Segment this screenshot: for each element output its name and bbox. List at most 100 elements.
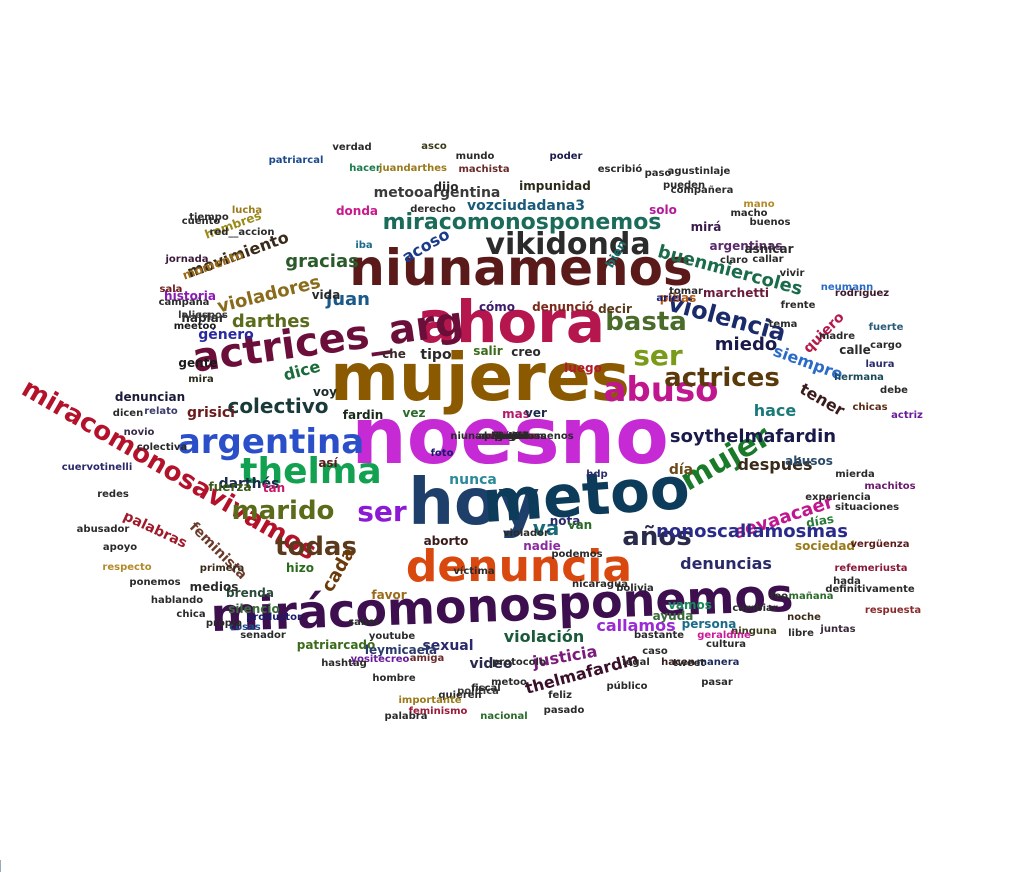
cloud-word: frente [780, 300, 816, 311]
cloud-word: ser [357, 495, 407, 528]
cloud-word: hacer [349, 163, 381, 174]
cloud-word: paso [644, 168, 672, 179]
cloud-word: buenos [749, 217, 791, 228]
cloud-word: ver [525, 406, 547, 420]
cloud-word: fiscalía [492, 431, 532, 442]
cloud-word: propia [205, 618, 243, 629]
cloud-word: machista [458, 164, 510, 175]
cloud-word: che [382, 347, 406, 361]
cloud-word: día [668, 462, 694, 478]
cloud-word: creo [511, 345, 541, 359]
cloud-word: callar [752, 254, 784, 265]
cloud-word: respecto [102, 562, 152, 573]
cloud-word: video [469, 656, 513, 672]
cloud-word: manera [696, 657, 740, 668]
cloud-word: valientes [486, 431, 538, 442]
cloud-word: vamos [668, 598, 712, 612]
cloud-word: hermana [834, 372, 884, 383]
cloud-word: experiencia [805, 492, 871, 503]
cloud-word: juandarthes [379, 163, 447, 174]
cloud-word: salir [473, 344, 503, 358]
cloud-word: sala [159, 284, 183, 295]
cloud-word: bolivia [616, 583, 654, 594]
cloud-word: foto [430, 448, 454, 459]
cloud-word: podemos [551, 549, 603, 560]
cloud-word: asco [421, 141, 447, 152]
cloud-word: apoyo [102, 542, 138, 553]
cloud-word: años [622, 522, 692, 552]
cloud-word: basta [605, 307, 687, 337]
cloud-word: legal [622, 657, 650, 668]
cloud-word: refemeriusta [834, 563, 908, 574]
cloud-word: verdad [332, 142, 372, 153]
cloud-word: productor [246, 612, 302, 623]
cloud-word: marido [231, 496, 335, 526]
cloud-word: tema [768, 319, 798, 330]
cloud-word: fiscal [471, 683, 501, 694]
cloud-word: historia [164, 289, 216, 303]
cloud-word: tweet [672, 658, 706, 669]
cloud-word: nota [549, 514, 581, 528]
cloud-word: machitos [864, 481, 916, 492]
cloud-word: geraldine [697, 630, 751, 641]
cloud-word: persona [681, 617, 737, 631]
cloud-word: feminismo [408, 706, 468, 717]
cloud-word: darthés [218, 476, 280, 492]
cloud-word: novio [123, 427, 155, 438]
cloud-word: hombre [372, 673, 416, 684]
cloud-word: violación [503, 627, 585, 646]
cloud-word: abusada [488, 431, 536, 442]
cloud-word: situaciones [834, 502, 900, 513]
cloud-word: víctima [453, 566, 495, 577]
cloud-word: colectivo [227, 394, 329, 418]
cloud-word: chicas [852, 402, 888, 413]
cloud-word: abuso [603, 370, 719, 410]
cloud-word: nunca [449, 472, 497, 488]
cloud-word: política [457, 686, 499, 697]
cloud-word: vez [402, 406, 426, 420]
cloud-word: macho [730, 208, 768, 219]
cloud-word: hada [833, 576, 861, 587]
cloud-word: solo [649, 203, 677, 217]
cloud-word: tener [796, 379, 849, 420]
cloud-word: patriarcal [268, 155, 324, 166]
cloud-word: ponemos [129, 577, 181, 588]
cloud-word: todas [275, 532, 357, 562]
cloud-word: mira [188, 374, 214, 385]
cloud-word: cosas [229, 622, 261, 633]
cloud-word: llegar [495, 431, 529, 442]
cloud-word: libre [788, 628, 814, 639]
cloud-word: hipocritas [483, 431, 541, 442]
cloud-word: medios [189, 580, 239, 594]
cloud-word: madre [818, 331, 856, 342]
cloud-word: calle [839, 343, 871, 357]
cloud-word: pibas [659, 291, 697, 305]
cloud-word: así [318, 456, 338, 470]
cloud-word: respuesta [864, 605, 922, 616]
cloud-word: donda [335, 204, 379, 218]
cloud-word: segun [494, 431, 530, 442]
cloud-word: yositecreo [350, 654, 410, 665]
cloud-word: feliz [548, 690, 572, 701]
cloud-word: silencio [228, 602, 280, 616]
cloud-word: tomar [669, 286, 703, 297]
cloud-word: saber [348, 617, 380, 628]
cloud-word: va [532, 516, 560, 540]
cloud-word: hacen [661, 657, 695, 668]
cloud-word: iba [355, 240, 373, 251]
cloud-word: nadie [523, 539, 561, 553]
cloud-word: cuento [181, 216, 221, 227]
cloud-word: ninguna [731, 626, 777, 637]
cloud-word: mujeres [330, 339, 630, 416]
cloud-word: actrices [664, 363, 780, 393]
cloud-word: sexual [422, 638, 474, 654]
cloud-word: red__accion [209, 227, 275, 238]
cloud-word: juan [326, 289, 370, 310]
cloud-word: lucha [231, 205, 263, 216]
cloud-word: público [606, 681, 648, 692]
cloud-word: jornada [165, 254, 209, 265]
cloud-word: compañera [670, 185, 734, 196]
cloud-word: argentinas [709, 239, 783, 253]
cloud-word: fuerza [208, 480, 252, 494]
